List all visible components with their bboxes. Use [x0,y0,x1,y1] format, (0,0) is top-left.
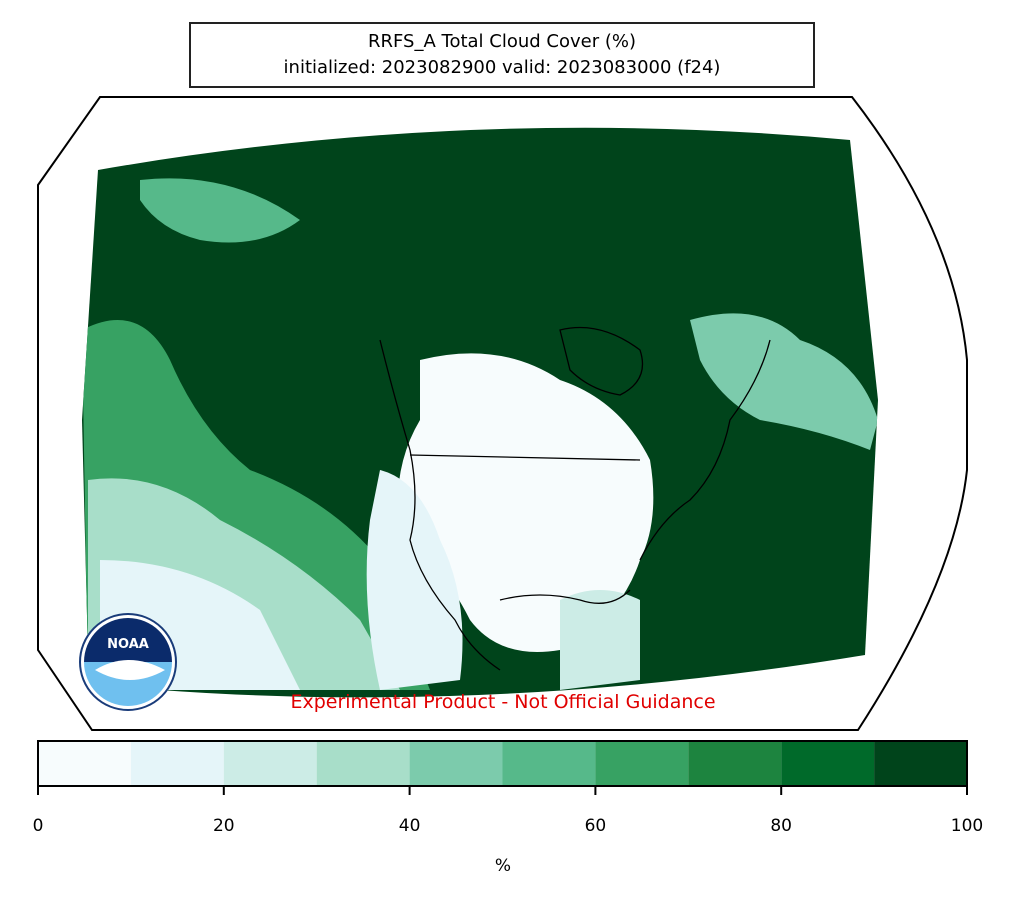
west-clear-area [366,470,463,690]
atlantic-mixed-band [690,313,878,450]
southern-clear-area [560,590,640,690]
colorbar-tick-label-0: 0 [32,816,44,836]
colorbar-bin-6 [595,741,689,786]
colorbar [37,740,968,795]
map-title-box: RRFS_A Total Cloud Cover (%) initialized… [189,22,815,88]
colorbar-bin-2 [223,741,317,786]
colorbar-bin-0 [38,741,131,786]
colorbar-bin-5 [502,741,596,786]
colorbar-frame [37,740,968,787]
colorbar-tick-label-2: 40 [398,816,421,836]
coastline-west [379,339,501,671]
colorbar-unit-label: % [494,856,512,876]
noaa-logo-text: NOAA [107,637,149,652]
canada-us-border [409,454,641,461]
colorbar-bin-1 [130,741,224,786]
colorbar-bin-4 [409,741,503,786]
gulf-coast [499,589,631,604]
hudson-bay [559,326,644,396]
cloud-field [82,127,878,698]
continental-clear-area [397,353,654,652]
colorbar-tick-label-3: 60 [584,816,607,836]
disclaimer-text: Experimental Product - Not Official Guid… [290,691,716,713]
coastline-east [639,339,771,561]
colorbar-bin-7 [688,741,782,786]
map-subtitle: initialized: 2023082900 valid: 202308300… [283,57,721,78]
colorbar-tick-label-1: 20 [212,816,235,836]
colorbar-bin-3 [316,741,410,786]
colorbar-bin-9 [874,741,967,786]
map-title: RRFS_A Total Cloud Cover (%) [368,31,636,52]
colorbar-tick-label-5: 100 [950,816,984,836]
noaa-logo: NOAA [79,613,177,711]
colorbar-tick-label-4: 80 [770,816,793,836]
boundaries [379,326,771,671]
northern-mixed-band [140,178,300,243]
colorbar-bin-8 [781,741,875,786]
